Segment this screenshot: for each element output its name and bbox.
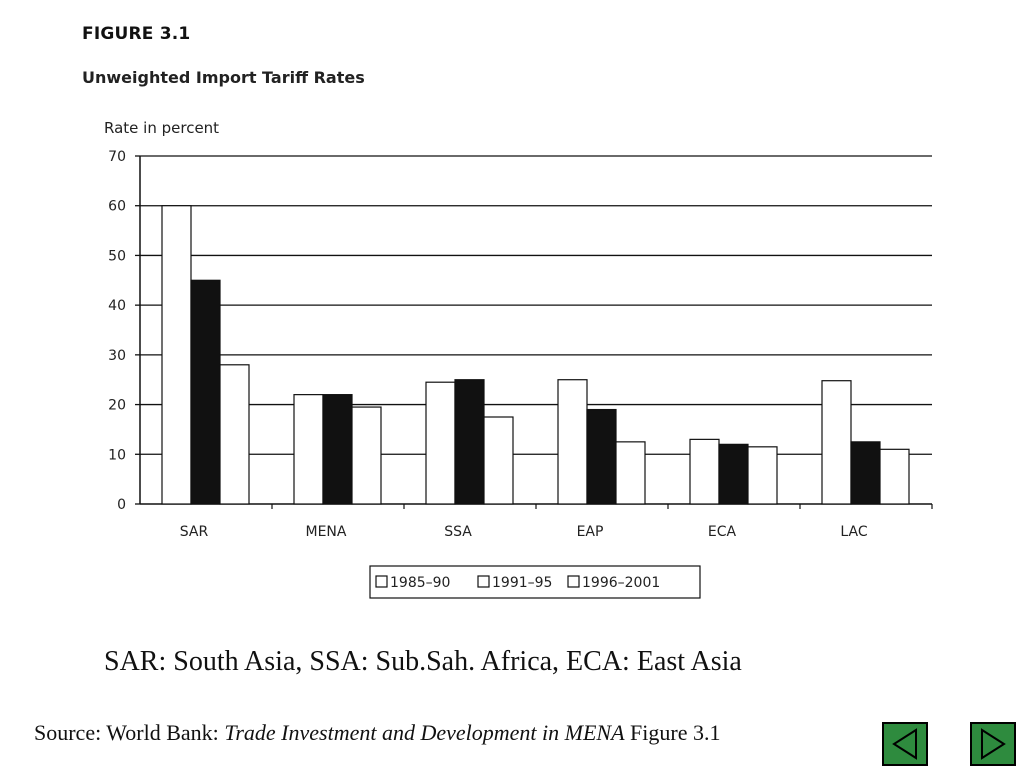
bar-lac-2 [850,441,881,505]
bar-eca-1 [689,438,720,505]
y-axis-label: Rate in percent [104,119,219,137]
bar-ssa-1 [425,381,456,505]
source-line: Source: World Bank: Trade Investment and… [34,720,720,746]
y-tick-label: 40 [108,298,126,314]
x-tick-label: LAC [840,524,867,540]
bar-sar-2 [190,279,221,505]
x-tick-label: ECA [708,524,737,540]
y-tick-label: 30 [108,348,126,364]
y-tick-label: 0 [117,497,126,513]
y-tick-label: 20 [108,398,126,414]
bar-chart: Rate in percent 0 10 20 30 40 50 60 70 SAR MENA SSA… [104,119,933,599]
next-slide-button[interactable] [970,722,1016,766]
bar-eca-3 [747,446,778,505]
legend-label: 1985–90 [390,575,450,591]
x-tick-label: SAR [180,524,209,540]
bar-eap-3 [615,441,646,505]
bar-ssa-2 [454,379,485,505]
caption: SAR: South Asia, SSA: Sub.Sah. Africa, E… [104,646,742,677]
legend-label: 1991–95 [492,575,552,591]
y-tick-label: 60 [108,199,126,215]
triangle-right-icon [981,728,1006,760]
bar-sar-1 [161,205,192,505]
x-tick-label: MENA [306,524,347,540]
legend-swatch [375,575,388,588]
triangle-left-icon [892,728,917,760]
x-tick-label: SSA [444,524,472,540]
bar-sar-3 [219,364,250,505]
source-title: Trade Investment and Development in MENA [224,720,625,745]
bar-eap-2 [586,408,617,505]
x-tick-label: EAP [577,524,604,540]
bar-lac-3 [879,448,910,505]
figure-title: Unweighted Import Tariff Rates [82,68,365,87]
y-tick-label: 70 [108,149,126,165]
legend-box [369,565,701,599]
bar-mena-1 [293,394,324,505]
previous-slide-button[interactable] [882,722,928,766]
bar-eap-1 [557,379,588,505]
figure-label: FIGURE 3.1 [82,24,191,44]
bar-mena-2 [322,394,353,505]
bar-eca-2 [718,443,749,505]
bar-lac-1 [821,380,852,505]
source-prefix: Source: World Bank: [34,720,225,745]
source-suffix: Figure 3.1 [624,720,721,745]
legend-swatch [477,575,490,588]
y-tick-label: 50 [108,248,126,264]
y-tick-label: 10 [108,447,126,463]
bar-mena-3 [351,406,382,505]
bar-ssa-3 [483,416,514,505]
legend-label: 1996–2001 [582,575,660,591]
legend-swatch [567,575,580,588]
